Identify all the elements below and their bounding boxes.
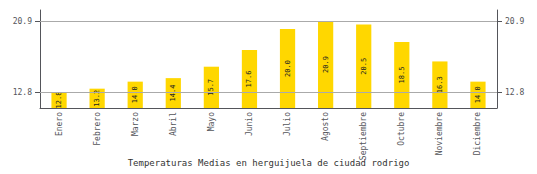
svg-text:Octubre: Octubre xyxy=(397,112,406,146)
svg-text:18.5: 18.5 xyxy=(398,67,406,84)
svg-text:12.8: 12.8 xyxy=(505,88,524,97)
svg-text:Marzo: Marzo xyxy=(131,112,140,136)
svg-text:Agosto: Agosto xyxy=(321,112,330,141)
svg-text:Septiembre: Septiembre xyxy=(359,112,368,160)
svg-text:14.4: 14.4 xyxy=(169,85,177,102)
svg-text:17.6: 17.6 xyxy=(245,71,253,88)
svg-text:Enero: Enero xyxy=(55,112,64,136)
svg-text:20.9: 20.9 xyxy=(13,17,32,26)
svg-text:20.0: 20.0 xyxy=(284,60,292,77)
svg-text:Febrero: Febrero xyxy=(93,112,102,146)
svg-text:12.8: 12.8 xyxy=(55,92,63,109)
svg-text:Mayo: Mayo xyxy=(207,112,216,131)
svg-text:Noviembre: Noviembre xyxy=(435,112,444,156)
svg-text:20.9: 20.9 xyxy=(505,17,524,26)
svg-text:16.3: 16.3 xyxy=(436,76,444,93)
svg-text:13.2: 13.2 xyxy=(93,89,102,107)
svg-text:Junio: Junio xyxy=(245,112,254,136)
svg-text:Abril: Abril xyxy=(169,112,178,136)
svg-text:14.0: 14.0 xyxy=(131,86,139,103)
svg-text:15.7: 15.7 xyxy=(207,79,215,96)
svg-text:12.8: 12.8 xyxy=(13,88,32,97)
svg-text:Diciembre: Diciembre xyxy=(473,112,482,156)
svg-text:Julio: Julio xyxy=(283,112,292,136)
svg-text:20.9: 20.9 xyxy=(322,56,330,73)
svg-text:14.0: 14.0 xyxy=(474,86,482,103)
svg-text:20.5: 20.5 xyxy=(360,58,368,75)
svg-text:Temperaturas Medias en herguij: Temperaturas Medias en herguijuela de ci… xyxy=(128,158,410,168)
